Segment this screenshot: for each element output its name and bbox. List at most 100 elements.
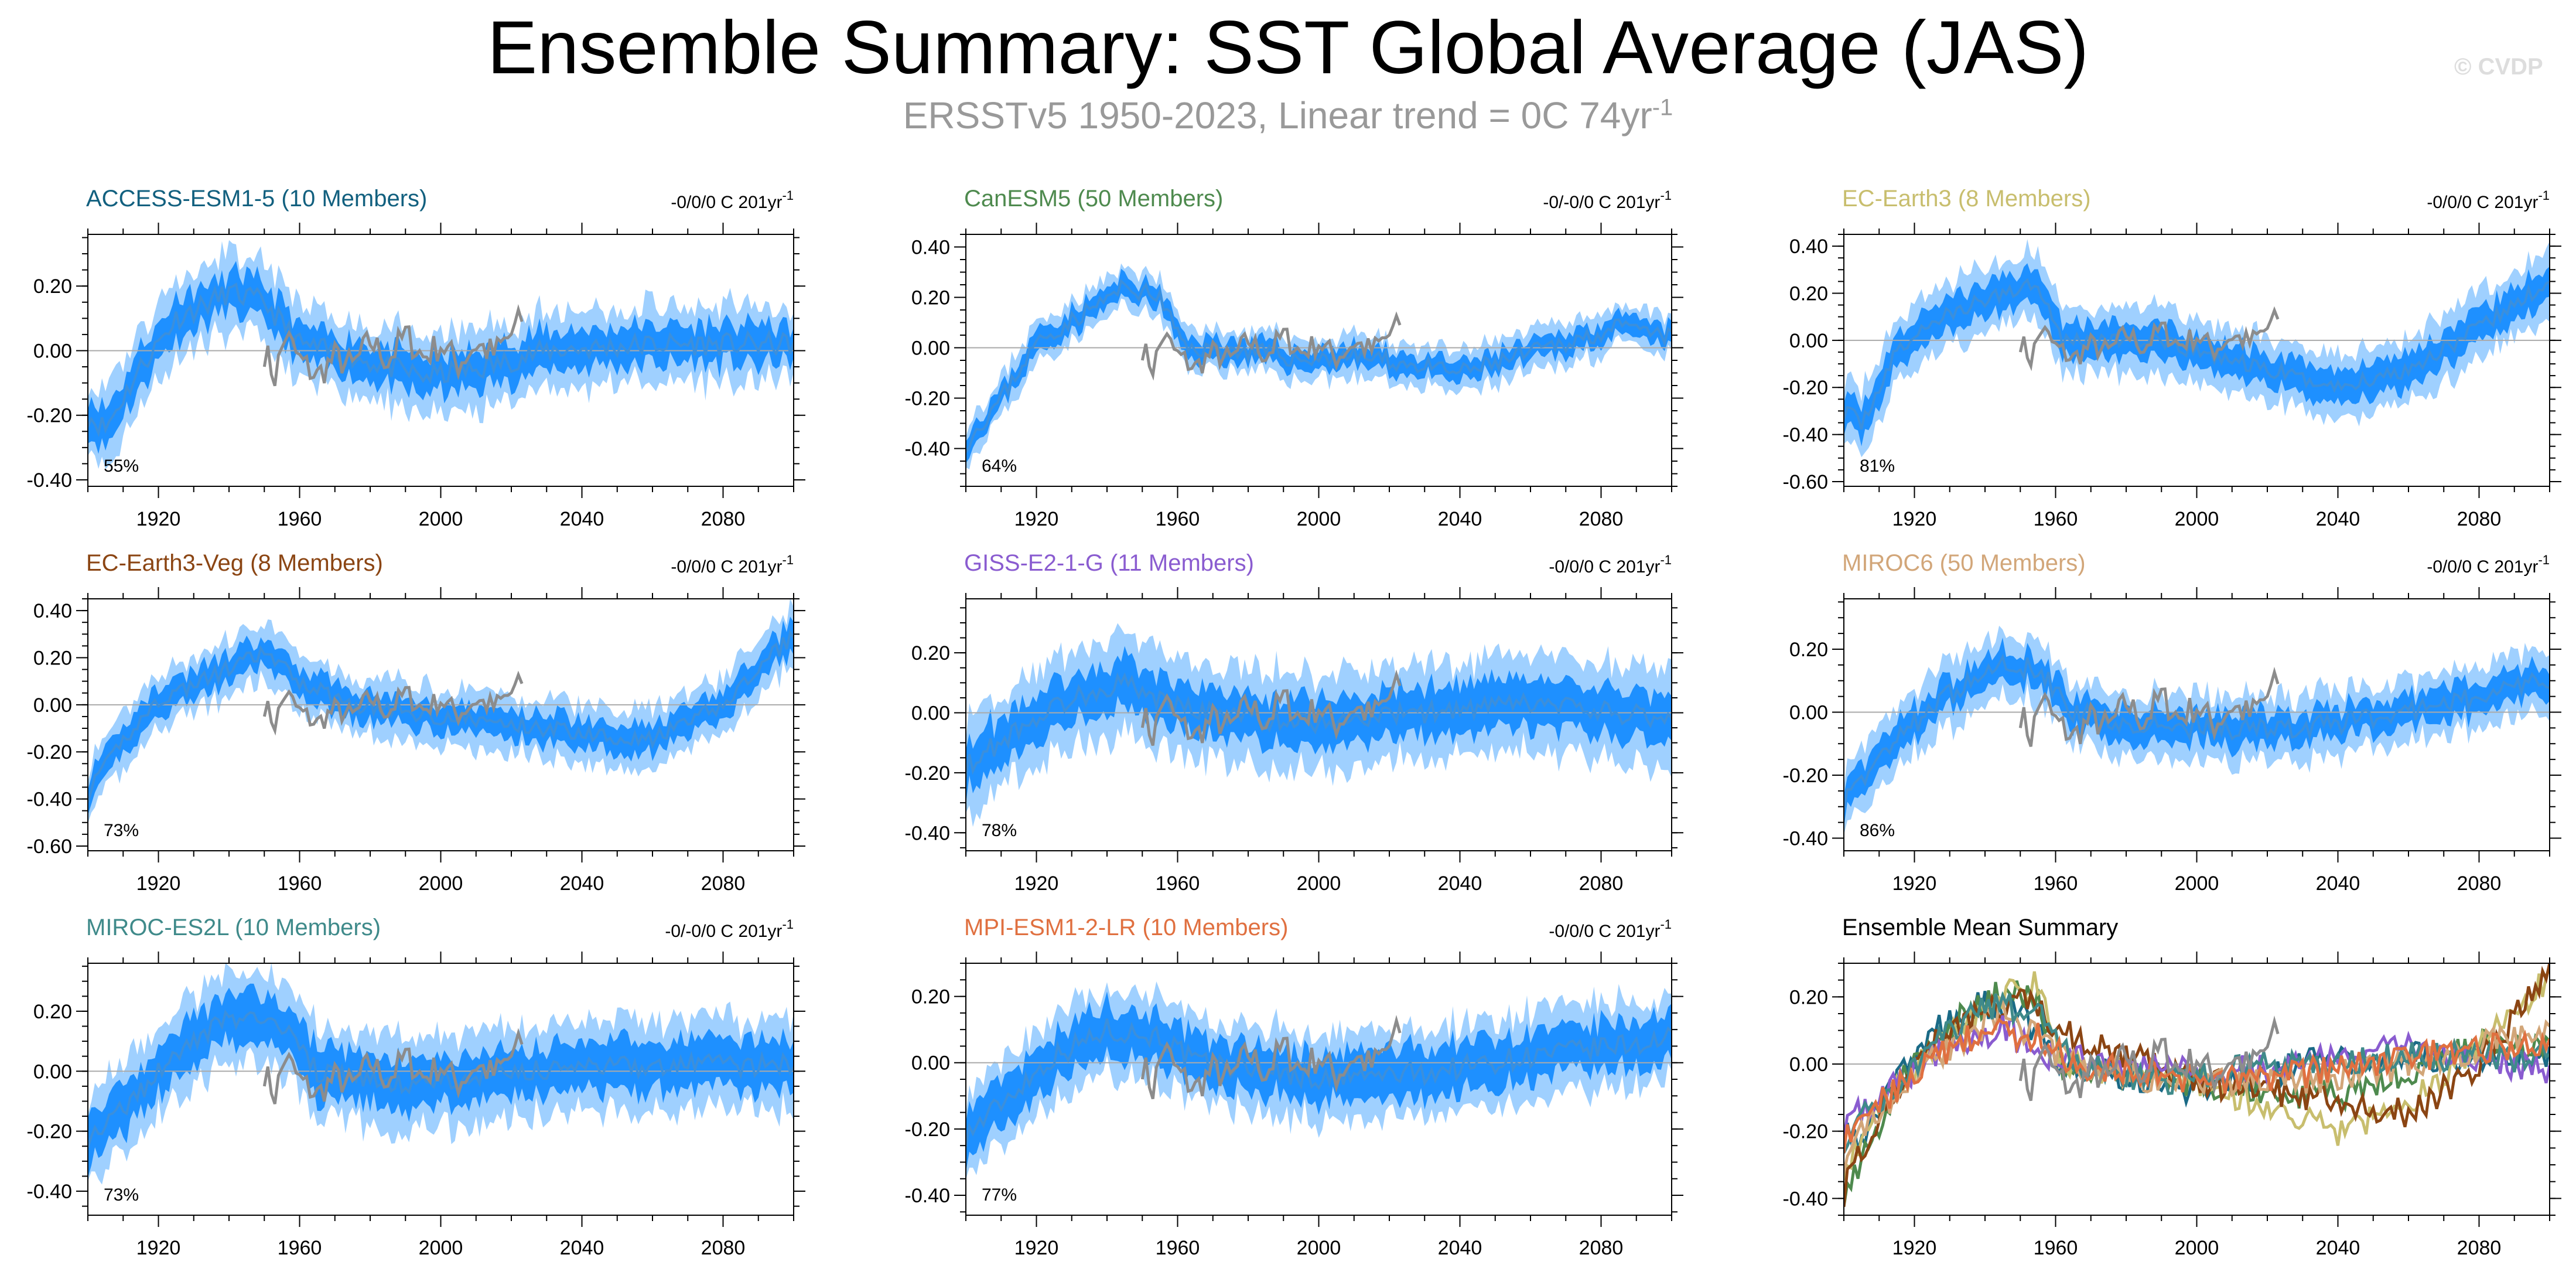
main-title: Ensemble Summary: SST Global Average (JA… xyxy=(487,6,2089,90)
plot-area xyxy=(88,240,794,469)
y-tick-label: -0.60 xyxy=(1783,471,1829,493)
trend-superscript: -1 xyxy=(2538,188,2550,203)
trend-label: -0/-0/0 C 201yr-1 xyxy=(665,917,794,941)
inner-range-band xyxy=(88,616,794,816)
y-tick-label: -0.40 xyxy=(27,789,73,811)
observations-line xyxy=(2018,1015,2280,1102)
trend-superscript: -1 xyxy=(1660,917,1672,932)
percent-label: 77% xyxy=(982,1185,1017,1205)
y-tick-label: 0.20 xyxy=(1789,282,1828,305)
y-tick-label: -0.20 xyxy=(1783,377,1829,399)
ensemble-mean-line xyxy=(88,282,794,438)
x-tick-label: 1960 xyxy=(1156,508,1200,530)
percent-label: 55% xyxy=(104,456,139,476)
percent-label: 78% xyxy=(982,821,1017,840)
subtitle-superscript: -1 xyxy=(1652,94,1673,121)
trend-label: -0/0/0 C 201yr-1 xyxy=(2427,553,2550,577)
x-tick-label: 2000 xyxy=(2175,1237,2219,1259)
trend-superscript: -1 xyxy=(1660,553,1672,567)
x-tick-label: 1960 xyxy=(278,1237,322,1259)
percent-label: 86% xyxy=(1860,821,1895,840)
y-tick-label: 0.20 xyxy=(33,1001,72,1023)
panel-title: GISS-E2-1-G (11 Members) xyxy=(964,550,1254,576)
trend-label: -0/0/0 C 201yr-1 xyxy=(1549,917,1672,941)
y-tick-label: -0.40 xyxy=(1783,1188,1829,1210)
y-tick-label: 0.20 xyxy=(33,275,72,298)
ensemble-mean-line xyxy=(966,1018,1672,1148)
y-tick-label: -0.40 xyxy=(905,1185,951,1207)
percent-label: 64% xyxy=(982,456,1017,476)
y-tick-label: 0.00 xyxy=(1789,1053,1828,1076)
plot-area xyxy=(1844,625,2550,836)
copyright-label: © CVDP xyxy=(2454,54,2543,80)
observations-line xyxy=(2018,666,2280,747)
x-tick-label: 2080 xyxy=(2457,1237,2502,1259)
y-tick-label: -0.40 xyxy=(27,469,73,492)
y-tick-label: -0.60 xyxy=(27,836,73,858)
plot-area xyxy=(1844,963,2550,1207)
x-tick-label: 1920 xyxy=(1014,508,1059,530)
panel-title: MIROC-ES2L (10 Members) xyxy=(86,915,381,940)
y-tick-label: -0.20 xyxy=(905,388,951,410)
y-tick-label: 0.00 xyxy=(33,1061,72,1083)
x-tick-label: 1960 xyxy=(2034,872,2078,895)
x-tick-label: 2040 xyxy=(560,508,604,530)
y-tick-label: 0.40 xyxy=(911,237,950,259)
panel-title: Ensemble Mean Summary xyxy=(1842,915,2118,940)
panel-title: EC-Earth3-Veg (8 Members) xyxy=(86,550,383,576)
y-tick-label: -0.20 xyxy=(1783,765,1829,787)
plot-area xyxy=(966,981,1672,1180)
ensemble-mean-line xyxy=(1844,653,2550,812)
subtitle-text: ERSSTv5 1950-2023, Linear trend = 0C 74y… xyxy=(903,94,1652,137)
x-tick-label: 2000 xyxy=(1297,872,1341,895)
panel-title: EC-Earth3 (8 Members) xyxy=(1842,186,2091,212)
x-tick-label: 1920 xyxy=(1892,508,1937,530)
y-tick-label: 0.00 xyxy=(1789,702,1828,724)
y-tick-label: 0.20 xyxy=(33,647,72,669)
observations-line xyxy=(2018,306,2280,371)
x-tick-label: 2080 xyxy=(2457,508,2502,530)
chart-panel: 1920 1960 2000 2040 2080 -0.40 -0.20 0.00 0.20 MP… xyxy=(905,915,1683,1259)
percent-label: 73% xyxy=(104,821,139,840)
observations-line xyxy=(262,1028,524,1104)
series-line xyxy=(1844,991,2550,1154)
series-line xyxy=(1844,1017,2550,1154)
ensemble-mean-line xyxy=(966,278,1672,454)
ensemble-mean-line xyxy=(1844,278,2550,430)
y-tick-label: -0.20 xyxy=(27,741,73,763)
observations-line xyxy=(1140,1015,1402,1100)
chart-panel: 1920 1960 2000 2040 2080 -0.40 -0.20 0.00 0.20 0.… xyxy=(905,186,1683,530)
percent-label: 81% xyxy=(1860,456,1895,476)
observations-line xyxy=(262,670,524,736)
y-tick-label: 0.00 xyxy=(911,1052,950,1075)
panel-title: ACCESS-ESM1-5 (10 Members) xyxy=(86,186,427,212)
x-tick-label: 2000 xyxy=(419,1237,463,1259)
trend-label: -0/0/0 C 201yr-1 xyxy=(671,553,794,577)
x-tick-label: 1960 xyxy=(278,508,322,530)
x-tick-label: 2040 xyxy=(2316,1237,2360,1259)
plot-frame xyxy=(1843,963,2550,1216)
x-tick-label: 2040 xyxy=(560,1237,604,1259)
plot-area xyxy=(88,963,794,1185)
x-tick-label: 2000 xyxy=(419,508,463,530)
x-tick-label: 2080 xyxy=(701,508,746,530)
chart-panel: 1920 1960 2000 2040 2080 -0.40 -0.20 0.00 0.20 GI… xyxy=(905,550,1683,895)
x-tick-label: 2000 xyxy=(1297,508,1341,530)
plot-area xyxy=(1844,239,2550,458)
y-tick-label: 0.00 xyxy=(911,337,950,360)
y-tick-label: 0.40 xyxy=(1789,236,1828,258)
y-tick-label: -0.40 xyxy=(27,1181,73,1203)
observations-line xyxy=(1140,311,1402,381)
y-tick-label: 0.00 xyxy=(33,340,72,362)
trend-label: -0/0/0 C 201yr-1 xyxy=(1549,553,1672,577)
ensemble-mean-line xyxy=(88,629,794,803)
y-tick-label: -0.40 xyxy=(905,822,951,844)
observations-line xyxy=(1140,669,1402,746)
x-tick-label: 2000 xyxy=(2175,872,2219,895)
y-tick-label: 0.00 xyxy=(1789,330,1828,352)
ensemble-mean-line xyxy=(966,672,1672,778)
trend-superscript: -1 xyxy=(782,188,794,203)
inner-range-band xyxy=(88,261,794,454)
chart-panel: 1920 1960 2000 2040 2080 -0.40 -0.20 0.00 0.20 MI… xyxy=(1783,550,2561,895)
x-tick-label: 1960 xyxy=(2034,1237,2078,1259)
